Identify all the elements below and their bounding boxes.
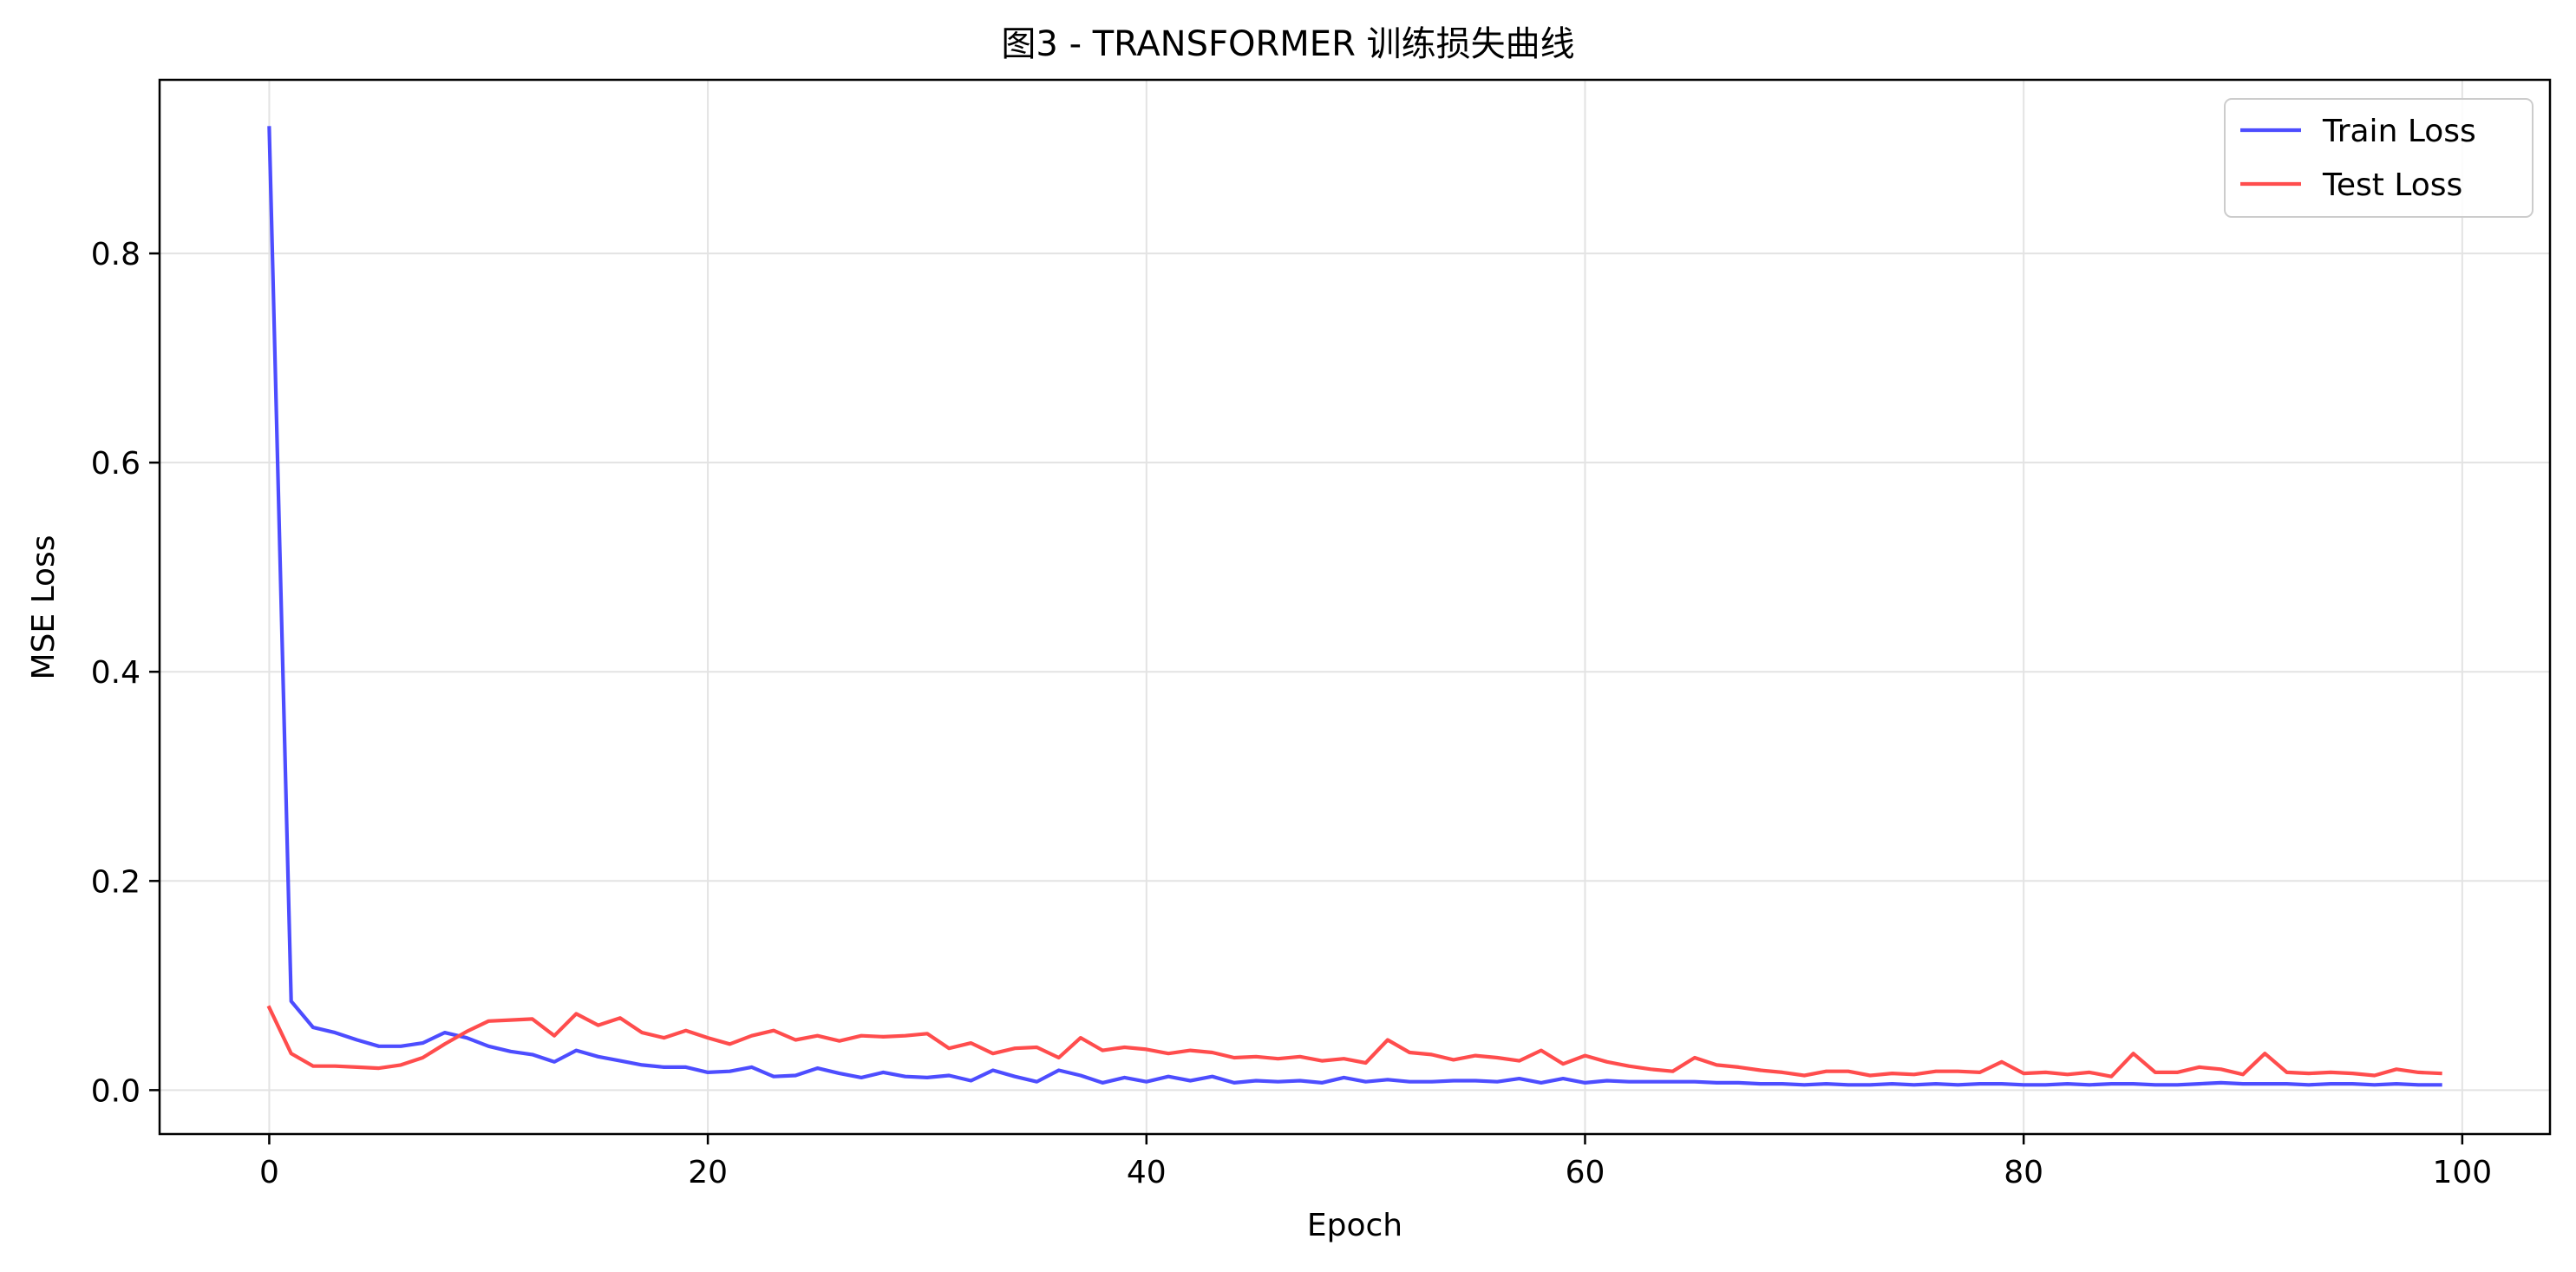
x-tick-label: 80 [2004,1155,2043,1190]
legend-box [2224,98,2534,218]
y-tick-label: 0.8 [91,237,141,272]
x-tick-label: 100 [2433,1155,2493,1190]
x-tick-label: 0 [259,1155,279,1190]
x-tick-label: 40 [1127,1155,1167,1190]
legend-label: Test Loss [2322,167,2462,203]
plot-frame [158,78,2552,1136]
legend: Train Loss Test Loss [2224,98,2534,218]
series-line-train-loss [267,126,2442,1087]
y-axis-label: MSE Loss [26,534,62,679]
y-tick-label: 0.2 [91,864,141,900]
x-axis-label: Epoch [1307,1208,1402,1243]
y-axis-ticks: 0.0 0.2 0.4 0.6 0.8 [91,237,160,1109]
series-line-test-loss [266,1005,2442,1079]
chart-title: 图3 - TRANSFORMER 训练损失曲线 [1001,24,1574,64]
x-tick-label: 60 [1566,1155,1605,1190]
series-layer [266,126,2442,1087]
y-tick-label: 0.0 [91,1073,141,1109]
y-tick-label: 0.4 [91,655,141,691]
y-tick-label: 0.6 [91,446,141,482]
x-axis-ticks: 0 20 40 60 80 100 [259,1134,2492,1190]
grid-lines [160,80,2550,1134]
x-tick-label: 20 [688,1155,728,1190]
legend-label: Train Loss [2322,114,2476,149]
